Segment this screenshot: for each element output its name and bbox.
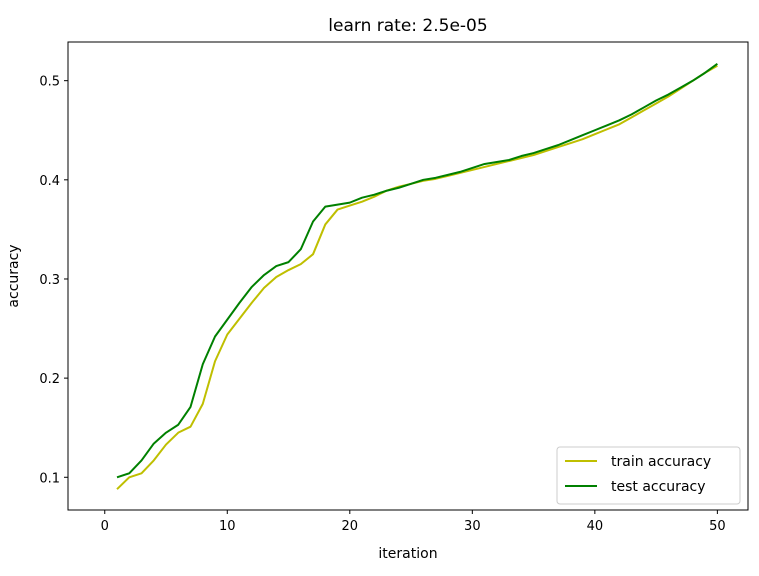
x-axis-label: iteration <box>378 546 437 562</box>
y-tick-label: 0.5 <box>39 75 60 90</box>
x-tick-label: 50 <box>709 519 726 534</box>
y-tick-label: 0.3 <box>39 273 60 288</box>
x-tick-label: 0 <box>101 519 109 534</box>
y-axis: 0.1 0.2 0.3 0.4 0.5 <box>39 75 68 486</box>
x-tick-label: 40 <box>587 519 604 534</box>
legend-box <box>556 446 741 505</box>
y-axis-label: accuracy <box>6 244 22 307</box>
series-line-train <box>116 64 718 490</box>
legend-label: test accuracy <box>611 479 706 495</box>
series-layer <box>116 63 718 490</box>
axes-frame <box>67 41 749 511</box>
x-axis: 0 10 20 30 40 50 <box>101 510 726 534</box>
legend-label: train accuracy <box>611 454 711 470</box>
y-tick-label: 0.2 <box>39 372 60 387</box>
x-tick-label: 10 <box>219 519 236 534</box>
legend: train accuracy test accuracy <box>556 446 741 505</box>
y-tick-label: 0.1 <box>39 471 60 486</box>
series-line-test <box>116 63 718 479</box>
y-tick-label: 0.4 <box>39 174 60 189</box>
x-tick-label: 20 <box>342 519 359 534</box>
x-tick-label: 30 <box>464 519 481 534</box>
chart-title: learn rate: 2.5e-05 <box>328 16 487 36</box>
